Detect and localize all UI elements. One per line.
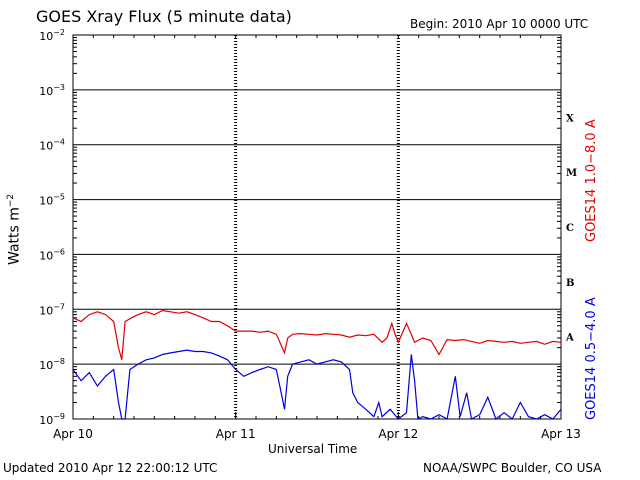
updated-timestamp: Updated 2010 Apr 12 22:00:12 UTC [3, 461, 218, 475]
plot-frame [72, 34, 562, 420]
long-wave-flux-line [72, 309, 562, 360]
x-tick-label: Apr 10 [53, 427, 93, 441]
y-tick-label: 10−9 [39, 412, 65, 427]
y-tick-label: 10−2 [39, 28, 65, 43]
flare-class-label: B [566, 278, 574, 289]
y-tick-base: 10 [39, 414, 53, 427]
y-tick-base: 10 [39, 304, 53, 317]
y-tick-label: 10−4 [39, 138, 65, 153]
y-tick-exponent: −3 [53, 83, 65, 92]
y-tick-exponent: −9 [53, 412, 65, 421]
begin-time-label: Begin: 2010 Apr 10 0000 UTC [410, 17, 589, 31]
y-tick-base: 10 [39, 359, 53, 372]
flare-class-label: M [566, 168, 577, 179]
x-axis-title: Universal Time [268, 442, 358, 456]
y-tick-label: 10−5 [39, 193, 65, 208]
y-tick-base: 10 [39, 140, 53, 153]
y-tick-exponent: −5 [53, 193, 65, 202]
y-tick-exponent: −2 [53, 28, 65, 37]
chart-title: GOES Xray Flux (5 minute data) [36, 7, 292, 26]
y-tick-label: 10−3 [39, 83, 65, 98]
y-tick-base: 10 [39, 85, 53, 98]
x-tick-label: Apr 13 [541, 427, 581, 441]
y-tick-base: 10 [39, 30, 53, 43]
y-tick-exponent: −6 [53, 247, 65, 256]
x-tick-label: Apr 11 [216, 427, 256, 441]
x-tick-label: Apr 12 [378, 427, 418, 441]
short-wave-flux-line [72, 349, 562, 420]
flare-class-label: A [565, 333, 574, 344]
y-tick-label: 10−6 [39, 247, 65, 262]
flare-class-label: C [566, 223, 574, 234]
flare-class-label: X [566, 113, 574, 124]
y-tick-base: 10 [39, 249, 53, 262]
y-tick-base: 10 [39, 195, 53, 208]
y-tick-label: 10−7 [39, 302, 65, 317]
y-tick-exponent: −8 [53, 357, 65, 366]
y-tick-label: 10−8 [39, 357, 65, 372]
y-tick-exponent: −7 [53, 302, 65, 311]
y-tick-exponent: −4 [53, 138, 65, 147]
credit-label: NOAA/SWPC Boulder, CO USA [423, 461, 602, 475]
